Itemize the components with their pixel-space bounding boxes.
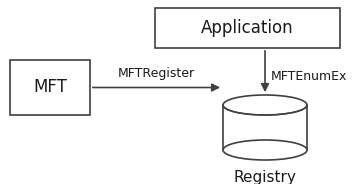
Bar bbox=[223, 105, 307, 150]
Bar bbox=[155, 8, 340, 48]
Text: Registry: Registry bbox=[233, 170, 296, 184]
Bar bbox=[10, 60, 90, 115]
Text: Application: Application bbox=[201, 19, 294, 37]
Text: MFT: MFT bbox=[33, 79, 67, 96]
Ellipse shape bbox=[223, 140, 307, 160]
Text: MFTEnumEx: MFTEnumEx bbox=[271, 70, 348, 83]
Text: MFTRegister: MFTRegister bbox=[118, 68, 195, 81]
Ellipse shape bbox=[223, 95, 307, 115]
